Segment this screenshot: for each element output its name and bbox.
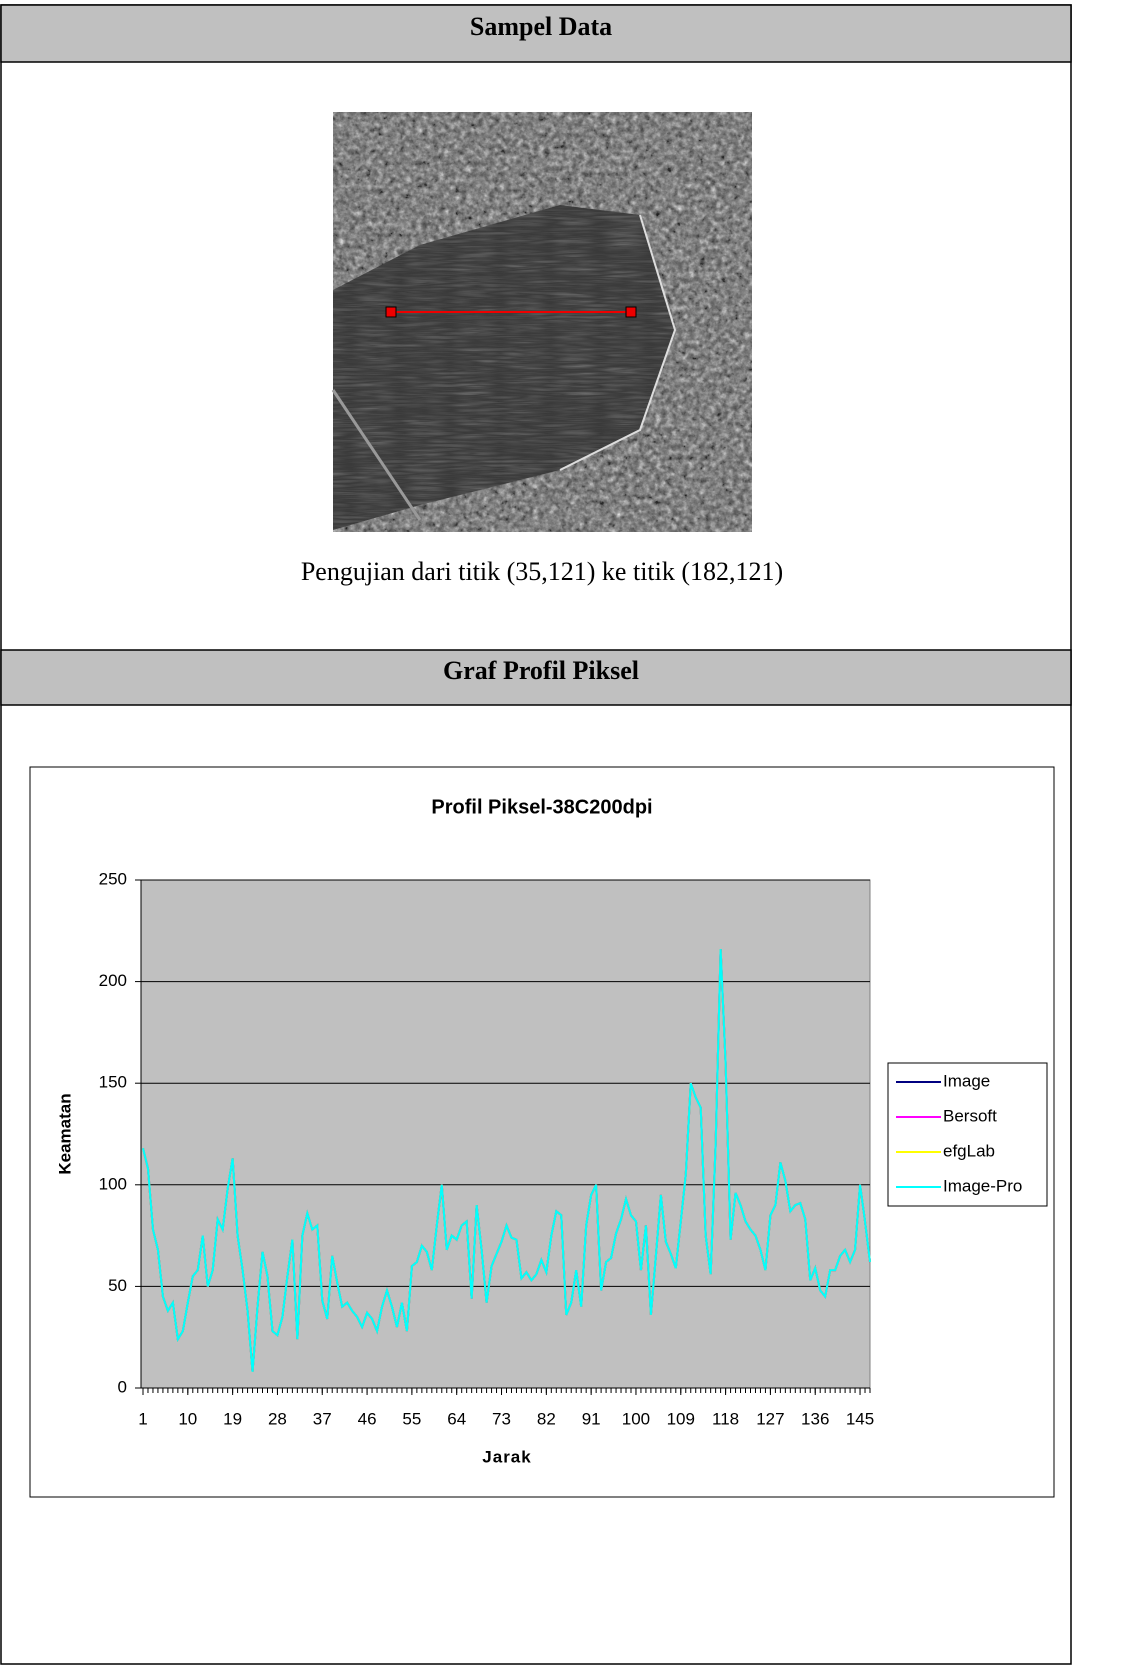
x-tick-label: 127 (756, 1409, 784, 1428)
x-tick-label: 1 (138, 1409, 147, 1428)
chart-title: Profil Piksel-38C200dpi (431, 796, 652, 818)
x-tick-label: 82 (537, 1409, 556, 1428)
plot-area (141, 880, 870, 1388)
legend-label: Image-Pro (943, 1176, 1022, 1195)
x-tick-label: 91 (582, 1409, 601, 1428)
x-tick-label: 19 (223, 1409, 242, 1428)
y-tick-label: 150 (99, 1073, 127, 1092)
x-axis-label: Jarak (482, 1447, 531, 1466)
legend-label: Bersoft (943, 1106, 997, 1125)
x-tick-label: 10 (178, 1409, 197, 1428)
y-tick-label: 50 (108, 1276, 127, 1295)
x-tick-label: 55 (402, 1409, 421, 1428)
y-tick-label: 250 (99, 869, 127, 888)
section-title: Graf Profil Piksel (443, 656, 639, 685)
y-tick-label: 0 (118, 1377, 127, 1396)
document: Sampel Data Graf Profil Piksel Pengujian… (0, 0, 1136, 1665)
x-tick-label: 64 (447, 1409, 466, 1428)
legend-label: Image (943, 1071, 990, 1090)
x-tick-label: 100 (622, 1409, 650, 1428)
x-tick-label: 118 (712, 1409, 739, 1428)
aerial-image (333, 112, 752, 532)
x-tick-label: 136 (801, 1409, 829, 1428)
x-tick-label: 145 (846, 1409, 874, 1428)
x-tick-label: 37 (313, 1409, 332, 1428)
x-tick-label: 28 (268, 1409, 287, 1428)
x-tick-label: 46 (358, 1409, 377, 1428)
legend-label: efgLab (943, 1141, 995, 1160)
y-tick-label: 100 (99, 1174, 127, 1193)
y-tick-label: 200 (99, 971, 127, 990)
x-tick-label: 109 (667, 1409, 695, 1428)
y-axis-label: Keamatan (55, 1093, 74, 1174)
caption: Pengujian dari titik (35,121) ke titik (… (301, 557, 783, 586)
page: Sampel Data Graf Profil Piksel Pengujian… (0, 0, 1136, 1665)
section-title: Sampel Data (470, 12, 612, 41)
x-tick-label: 73 (492, 1409, 511, 1428)
